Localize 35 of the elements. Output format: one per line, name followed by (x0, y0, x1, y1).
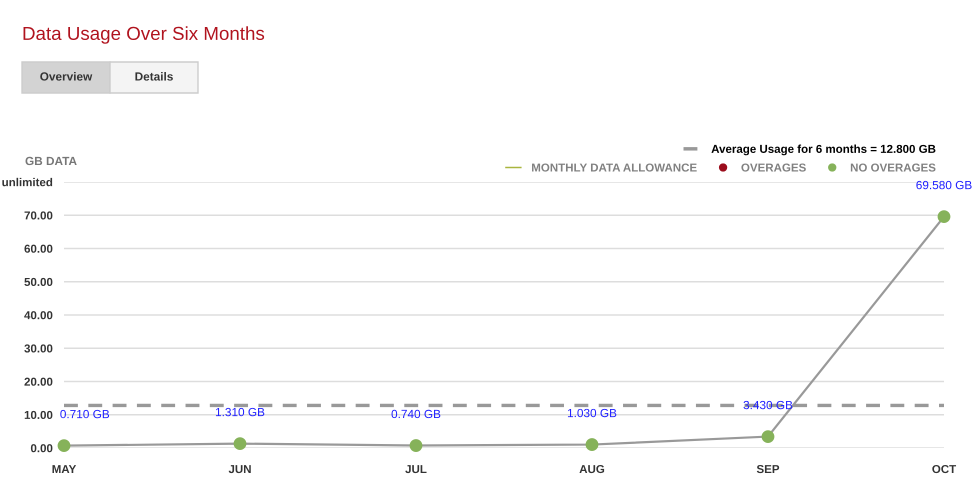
y-tick-label: unlimited (2, 178, 52, 186)
data-label: 3.430 GB (744, 400, 792, 410)
x-tick-label: SEP (756, 464, 780, 474)
y-tick-label: 20.00 (24, 378, 52, 386)
data-label: 0.740 GB (392, 410, 440, 418)
point (586, 438, 598, 451)
data-label: 1.310 GB (216, 408, 264, 416)
x-tick-label: OCT (932, 464, 956, 474)
point (938, 210, 950, 224)
point (410, 439, 422, 452)
point (234, 437, 246, 450)
x-tick-label: AUG (579, 464, 604, 474)
chart-title: Data Usage Over Six Months (24, 26, 264, 44)
y-axis-title: GB DATA (25, 156, 77, 166)
data-label: 1.030 GB (568, 408, 616, 418)
legend-label: NO OVERAGES (850, 163, 936, 172)
point (58, 439, 70, 452)
y-tick-label: 30.00 (24, 344, 52, 353)
y-tick-label: 40.00 (24, 311, 52, 320)
x-tick-label: JUN (228, 465, 251, 474)
y-tick-label: 70.00 (24, 211, 52, 220)
legend-label: OVERAGES (741, 163, 806, 172)
legend-label: Average Usage for 6 months = 12.800 GB (711, 144, 936, 156)
text: Details (135, 72, 173, 81)
text: Overview (40, 72, 92, 81)
y-tick-label: 10.00 (24, 410, 52, 420)
y-tick-label: 60.00 (24, 244, 52, 253)
data-label: 0.710 GB (60, 410, 110, 418)
x-tick-label: MAY (52, 465, 76, 474)
y-tick-label: 50.00 (24, 278, 52, 286)
point (762, 430, 774, 443)
x-tick-label: JUL (405, 465, 427, 474)
y-tick-label: 0.00 (30, 444, 52, 452)
legend-label: MONTHLY DATA ALLOWANCE (532, 163, 697, 172)
data-label: 69.580 GB (916, 180, 972, 190)
